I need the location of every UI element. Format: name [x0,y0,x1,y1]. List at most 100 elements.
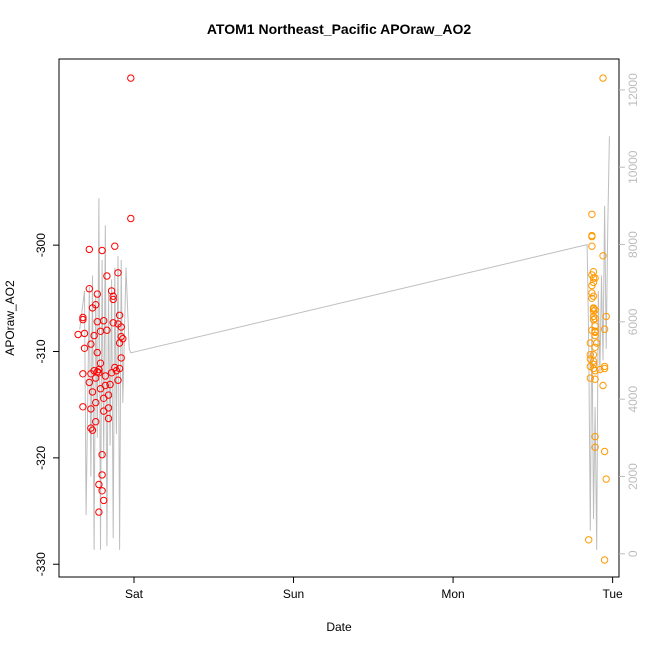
y-axis-label: APOraw_AO2 [3,280,17,356]
data-point-2-41 [591,328,599,337]
y-tick-label: -320 [34,446,48,470]
data-point-2-47 [600,364,609,373]
x-tick-label-sun: Sun [283,587,304,601]
data-point-1-3 [79,313,87,322]
data-point-1-4 [79,370,87,378]
data-point-2-1 [585,536,593,544]
data-point-1-34 [96,359,105,367]
data-point-1-65 [117,354,125,362]
data-point-1-19 [90,331,98,340]
chart-title: ATOM1 Northeast_Pacific APOraw_AO2 [207,21,471,37]
data-point-2-49 [600,556,609,564]
data-point-1-7 [80,329,89,338]
data-point-2-40 [591,274,599,282]
data-point-2-12 [588,210,596,219]
y2-tick-label: 8000 [626,231,640,258]
data-point-2-35 [591,443,599,451]
data-point-1-52 [107,369,116,377]
data-point-2-52 [602,475,610,483]
data-point-2-18 [589,292,598,300]
data-point-1-12 [87,405,95,413]
data-point-1-6 [80,344,89,352]
data-point-1-69 [127,74,135,82]
data-point-1-61 [114,269,122,277]
data-point-1-39 [100,496,108,505]
data-point-2-50 [600,362,609,371]
data-point-2-37 [591,375,599,383]
data-point-1-35 [98,246,106,255]
data-point-2-26 [589,351,598,359]
y-tick-label: -300 [34,233,48,257]
series-line-right-axis [79,136,610,550]
data-point-1-17 [88,388,97,396]
data-point-2-53 [602,312,610,321]
data-point-1-43 [101,381,110,390]
data-point-2-29 [591,367,599,375]
data-point-1-30 [95,480,103,489]
data-point-2-32 [591,306,599,314]
data-point-2-15 [588,242,596,250]
data-point-1-54 [109,292,117,300]
data-point-1-22 [92,418,100,426]
data-point-2-30 [591,314,599,323]
data-point-2-44 [599,381,607,390]
data-point-1-55 [109,295,117,304]
data-point-1-9 [85,285,94,293]
data-point-1-60 [114,376,122,384]
data-point-1-47 [104,391,113,399]
y-tick-label: -330 [34,552,48,576]
line-layer [79,136,610,550]
data-point-1-66 [117,332,125,341]
data-point-1-37 [98,471,106,479]
y2-tick-label: 0 [626,550,640,557]
data-point-1-31 [95,508,103,516]
data-point-2-28 [589,304,598,312]
data-point-1-64 [115,364,124,373]
data-point-1-2 [79,403,87,411]
data-point-2-45 [599,252,607,260]
data-point-2-17 [589,278,598,287]
points-layer [74,74,610,564]
data-point-1-70 [127,214,135,223]
data-point-2-31 [591,343,599,351]
plot-frame [58,58,620,578]
data-point-2-4 [586,351,594,359]
data-point-2-46 [599,74,607,82]
x-axis-label: Date [326,620,352,634]
data-point-1-50 [106,380,114,389]
data-point-1-38 [98,487,106,495]
data-point-2-48 [600,325,609,333]
y2-tick-label: 2000 [626,463,640,490]
data-point-1-68 [119,335,127,343]
data-point-1-1 [74,330,82,339]
data-point-1-62 [115,311,124,319]
data-point-1-56 [111,242,119,250]
data-point-1-26 [93,290,102,298]
data-point-1-49 [104,414,113,423]
data-point-2-33 [591,432,599,441]
data-point-1-53 [109,319,117,327]
data-point-1-36 [98,451,106,459]
data-point-1-10 [85,378,94,387]
data-point-2-42 [593,339,601,347]
y2-tick-label: 6000 [626,308,640,335]
data-point-1-51 [107,287,116,295]
data-point-2-51 [600,447,609,456]
data-point-2-8 [588,294,596,302]
data-point-1-20 [92,301,100,309]
data-point-1-46 [103,272,111,280]
data-point-1-14 [87,340,95,348]
data-point-1-45 [103,326,111,334]
y2-tick-label: 10000 [626,150,640,184]
data-point-1-11 [87,424,95,432]
data-point-2-14 [588,231,596,240]
data-point-1-18 [90,367,98,375]
data-point-1-44 [101,372,110,380]
data-point-1-67 [117,323,125,331]
data-point-1-27 [93,348,102,357]
data-point-1-48 [104,404,113,412]
data-point-1-28 [95,369,103,377]
y2-tick-label: 12000 [626,73,640,107]
